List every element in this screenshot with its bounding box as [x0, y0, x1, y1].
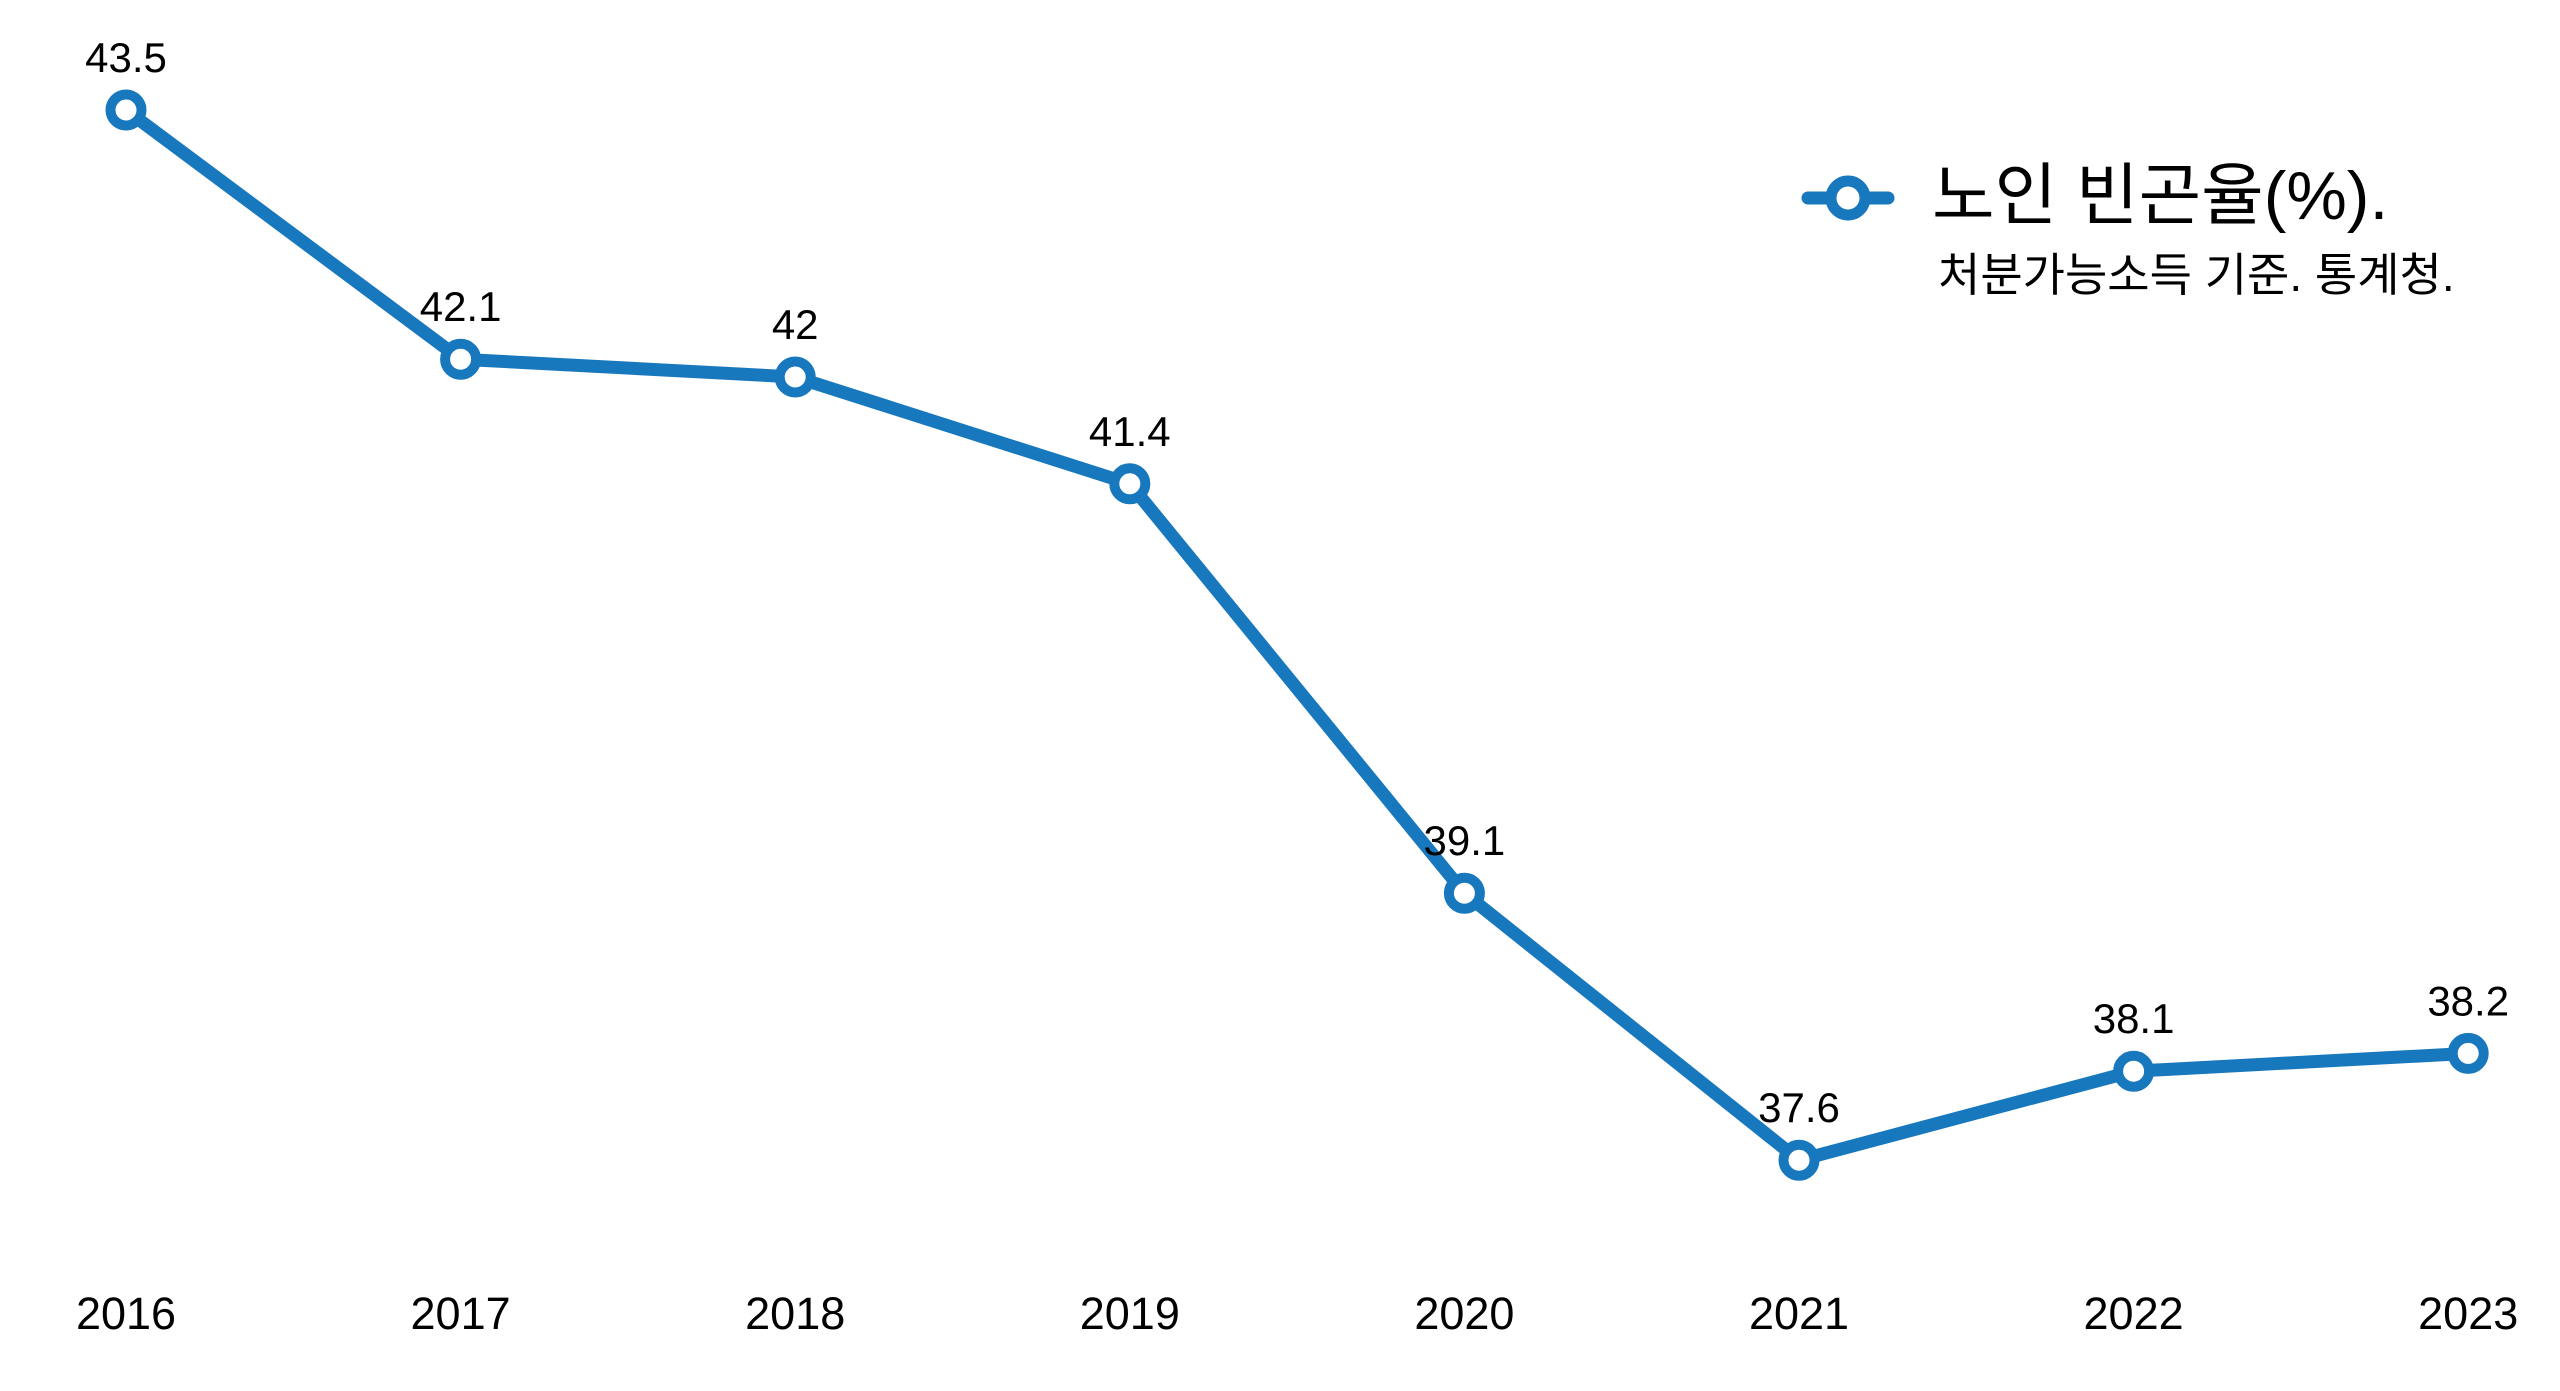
x-axis-label-2022: 2022: [2084, 1288, 2184, 1339]
data-point-label-2020: 39.1: [1424, 817, 1506, 864]
series-line: [119, 103, 2475, 1167]
data-point-label-2017: 42.1: [420, 283, 502, 330]
legend-line-marker-icon: [1801, 175, 1895, 221]
x-axis-label-2021: 2021: [1749, 1288, 1849, 1339]
x-axis-label-2023: 2023: [2418, 1288, 2518, 1339]
legend-label: 노인 빈곤율(%).: [1932, 158, 2389, 234]
data-point-label-2016: 43.5: [85, 34, 167, 81]
data-point-label-2022: 38.1: [2093, 995, 2175, 1042]
data-point-label-2019: 41.4: [1089, 408, 1171, 455]
data-point-marker-2021: [1778, 1139, 1820, 1181]
data-point-label-2018: 42: [772, 301, 819, 348]
legend: 노인 빈곤율(%). 처분가능소득 기준. 통계청.: [1800, 158, 2455, 302]
legend-text-column: 노인 빈곤율(%). 처분가능소득 기준. 통계청.: [1932, 158, 2455, 302]
x-axis-label-2019: 2019: [1080, 1288, 1180, 1339]
data-point-marker-2018: [774, 356, 816, 398]
x-axis-label-2020: 2020: [1414, 1288, 1514, 1339]
x-axis-label-2017: 2017: [411, 1288, 511, 1339]
data-point-label-2021: 37.6: [1758, 1084, 1840, 1131]
data-point-marker-2023: [2447, 1032, 2489, 1074]
legend-marker-circle: [1825, 175, 1871, 221]
data-point-marker-2022: [2113, 1050, 2155, 1092]
data-point-marker-2019: [1109, 463, 1151, 505]
data-point-label-2023: 38.2: [2427, 977, 2509, 1024]
x-axis-label-2016: 2016: [76, 1288, 176, 1339]
legend-sublabel: 처분가능소득 기준. 통계청.: [1938, 249, 2455, 301]
data-point-marker-2017: [440, 338, 482, 380]
data-point-marker-2020: [1443, 872, 1485, 914]
data-point-marker-2016: [105, 89, 147, 131]
x-axis-label-2018: 2018: [745, 1288, 845, 1339]
